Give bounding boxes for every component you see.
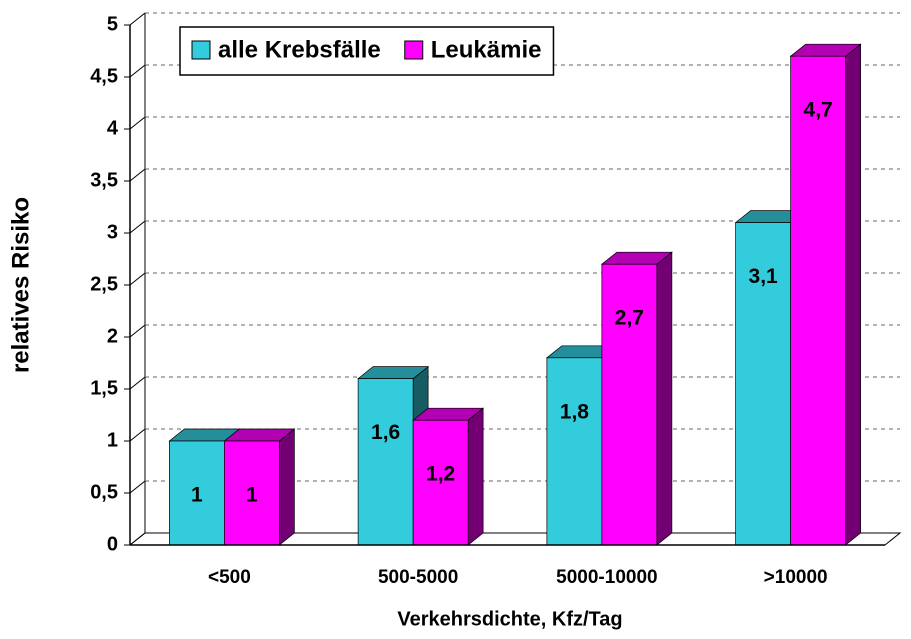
y-tick-label: 2,5 [90,273,118,295]
value-label: 1,6 [371,421,400,444]
y-tick-label: 1 [107,429,118,451]
bar-side [467,407,484,546]
y-tick-label: 3,5 [90,169,118,191]
bar-side [845,43,861,546]
bar-front [601,263,658,546]
value-label: 4,7 [804,99,833,122]
grid-depth [129,272,146,286]
bar-front [546,357,603,546]
legend-swatch [191,40,211,60]
value-label: 1 [246,484,258,507]
legend-label: Leukämie [431,36,542,63]
bar-front [357,378,414,546]
value-label: 1 [191,484,203,507]
bar-front [412,419,469,546]
y-tick-label: 0,5 [90,481,118,503]
x-tick-label: 5000-10000 [556,567,657,588]
value-label: 1,2 [426,463,455,486]
legend-swatch [404,40,424,60]
bar [600,251,673,546]
grid-depth [129,220,146,234]
grid-depth [129,324,146,338]
x-axis-title: Verkehrsdichte, Kfz/Tag [397,608,622,630]
y-axis-title: relatives Risiko [7,197,34,373]
grid-depth [129,64,146,78]
y-tick-label: 1,5 [90,377,118,399]
y-tick-label: 5 [107,13,118,35]
grid-depth [129,480,146,494]
grid-depth [129,376,146,390]
y-tick-label: 3 [107,221,118,243]
legend-box [179,26,555,76]
legend: alle Krebsfälle Leukämie [179,26,555,76]
y-tick-label: 0 [107,533,118,555]
grid-depth [129,532,146,546]
bar [412,407,485,546]
value-label: 3,1 [749,265,779,288]
legend-label: alle Krebsfälle [218,36,381,63]
grid-depth [129,168,146,182]
bar [223,428,296,546]
bar-side [279,428,295,546]
bar-side [656,251,673,546]
x-tick-label: >10000 [764,567,828,588]
x-tick-label: 500-5000 [378,567,458,588]
bar [789,43,862,546]
grid-depth [129,12,146,26]
value-label: 2,7 [615,307,644,330]
y-tick-label: 4 [107,117,119,139]
value-label: 1,8 [560,400,590,423]
grid-depth [129,116,146,130]
y-tick-label: 4,5 [90,65,118,87]
bar-front [735,222,791,546]
grid-depth [129,428,146,442]
y-tick-label: 2 [107,325,118,347]
bar-front [790,55,846,546]
x-tick-label: <500 [208,567,251,588]
